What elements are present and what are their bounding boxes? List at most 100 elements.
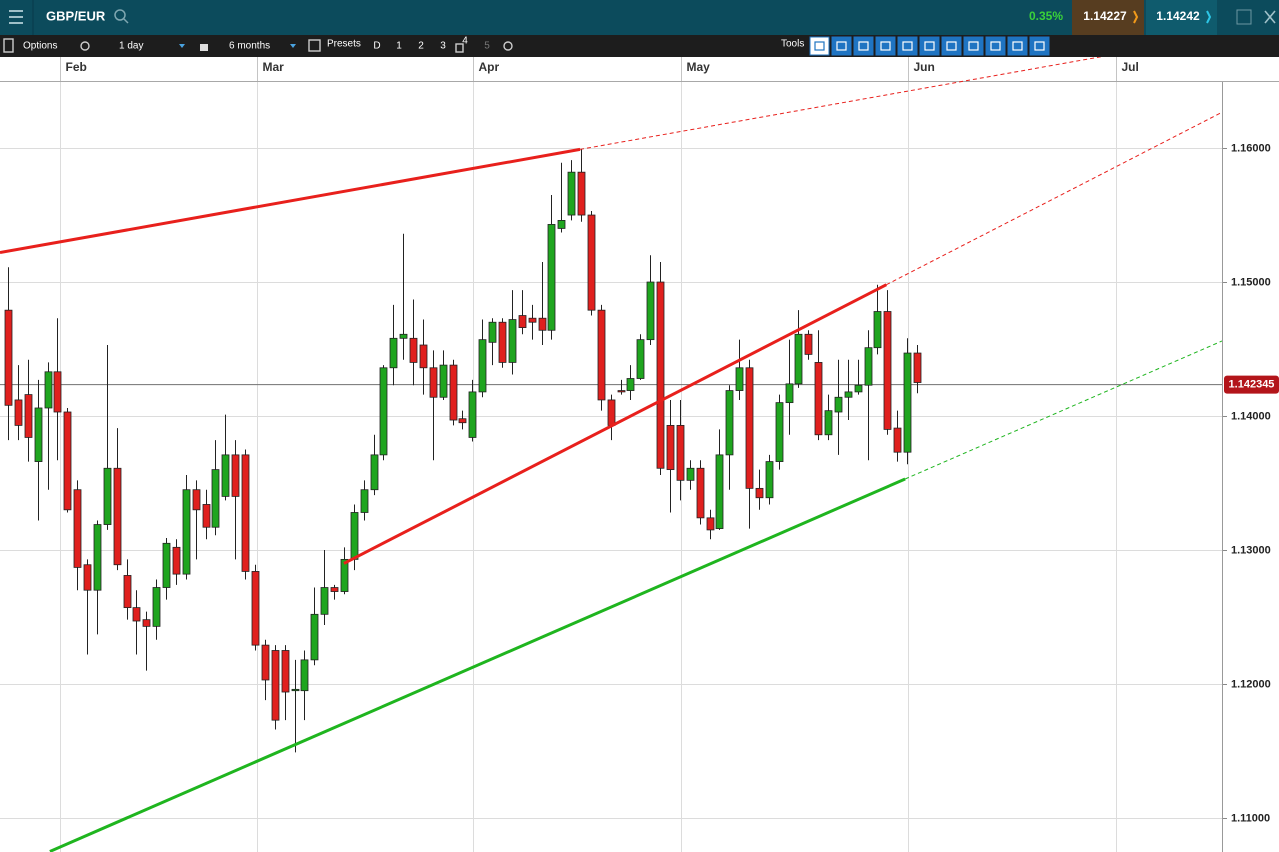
sell-price[interactable]: 1.14227 [1083,9,1127,23]
calendar-icon[interactable] [308,39,321,52]
tool-button[interactable] [831,36,852,56]
symbol[interactable]: GBP/EUR [46,8,106,23]
range-select[interactable]: 6 months [229,41,270,52]
candle-body [419,344,428,369]
candle-body [686,467,695,481]
candle-body [755,487,764,499]
last-price-box [1224,375,1279,394]
candle-body [458,418,467,424]
lock-icon[interactable] [200,44,208,51]
candle-body [725,390,734,456]
trendline-extension [886,111,1222,286]
last-price-label: 1.142345 [1229,379,1275,391]
candle-body [439,364,448,398]
candle-body [271,650,280,721]
buy-price[interactable]: 1.14242 [1156,9,1200,23]
candle-body [765,461,774,499]
candle-body [241,454,250,572]
options-button[interactable]: Options [23,41,57,52]
candle-body [883,311,892,430]
candle-body [626,378,635,391]
tool-button[interactable] [809,36,830,56]
candle-body [775,402,784,462]
y-tick-label: 1.14000 [1231,410,1271,422]
candle-body [567,171,576,216]
menu-button[interactable] [9,10,23,24]
preset-button[interactable]: 3 [440,41,446,52]
popout-button[interactable] [1236,9,1252,25]
candle-body [666,424,675,471]
sell-box[interactable] [1072,0,1144,35]
candle-body [73,489,82,568]
candle-body [715,454,724,529]
close-button[interactable] [1264,10,1276,24]
candle-body [735,367,744,391]
candle-body [53,371,62,413]
tool-button[interactable] [1007,36,1028,56]
candle-body [706,517,715,531]
candle-body [231,454,240,497]
candle-body [24,394,33,438]
tool-icon [968,41,979,51]
candle-body [83,564,92,591]
candle-body [370,454,379,491]
candle-body [34,407,43,462]
candle-body [844,391,853,398]
tool-button[interactable] [875,36,896,56]
tool-button[interactable] [1029,36,1050,56]
tool-button[interactable] [853,36,874,56]
candle-body [132,607,141,622]
settings-icon[interactable] [503,41,513,51]
y-tick-label: 1.16000 [1231,142,1271,154]
search-icon[interactable] [114,9,129,24]
candle-body [834,396,843,413]
candle-body [409,337,418,363]
tool-button[interactable] [985,36,1006,56]
candle-body [636,339,645,379]
interval-select[interactable]: 1 day [119,41,143,52]
candle-body [745,367,754,489]
candle-body [557,220,566,229]
y-tick-label: 1.12000 [1231,678,1271,690]
tool-button[interactable] [919,36,940,56]
x-tick-label: Jun [914,60,935,74]
candle-body [123,575,132,609]
dropdown-arrow[interactable] [179,44,185,48]
candle-body [498,321,507,363]
dropdown-arrow[interactable] [290,44,296,48]
preset-button[interactable]: D [373,41,380,52]
preset-button[interactable]: 1 [396,41,402,52]
candle-body [4,309,13,406]
candle-body [350,512,359,560]
candle-body [468,391,477,438]
candle-body [44,371,53,409]
preset-button[interactable]: 2 [418,41,424,52]
settings-icon[interactable] [80,41,90,51]
candle-body [597,309,606,401]
candle-body [814,362,823,436]
candle-body [873,311,882,349]
candle-body [824,410,833,436]
candle-body [172,546,181,575]
candle-body [14,399,23,426]
tool-icon [990,41,1001,51]
candle-body [360,489,369,513]
tool-button[interactable] [941,36,962,56]
tool-button[interactable] [897,36,918,56]
tool-icon [946,41,957,51]
trendline-extension [904,340,1222,480]
trendline [49,477,906,852]
save-icon[interactable] [455,43,464,53]
candle-body [399,333,408,339]
options-icon[interactable] [3,38,14,53]
y-tick-label: 1.15000 [1231,276,1271,288]
buy-box[interactable] [1146,0,1217,35]
preset-button[interactable]: 4 [462,36,468,47]
trendline-extension [579,57,1103,150]
tool-button[interactable] [963,36,984,56]
y-tick-label: 1.13000 [1231,544,1271,556]
buy-arrow [1206,10,1212,24]
preset-button[interactable]: 5 [484,41,490,52]
